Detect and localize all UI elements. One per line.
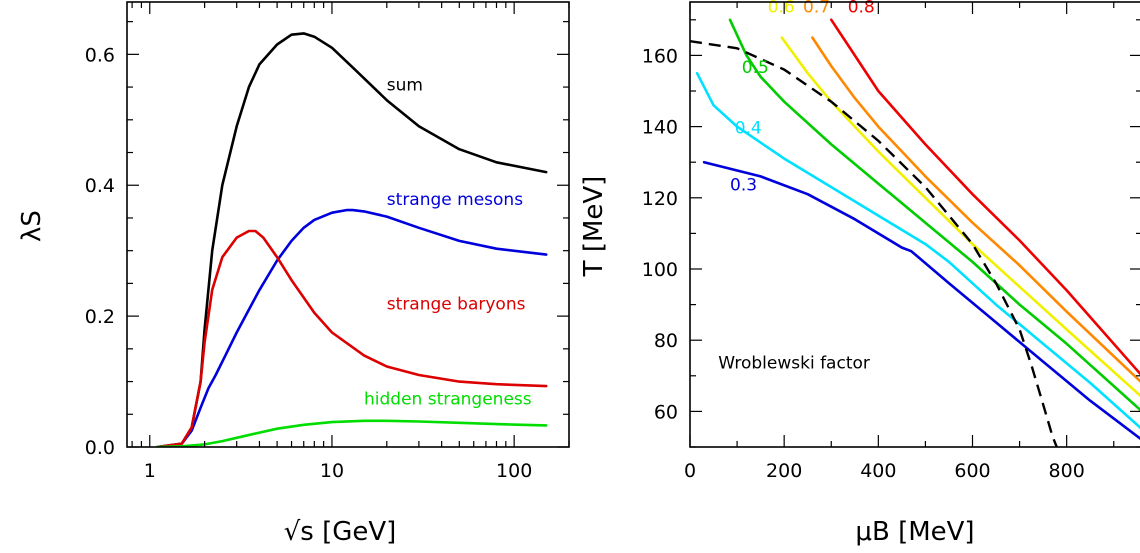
left-series-lines: [156, 32, 548, 447]
right-series-0-8: [830, 18, 1140, 376]
right-dashed-boundary-curve: [690, 40, 1059, 447]
right-plot-frame: [689, 1, 1140, 448]
right-x-tick-label: 800: [1049, 460, 1085, 482]
right-x-tick-label: 0: [684, 460, 696, 482]
right-x-tick-label: 600: [954, 460, 990, 482]
right-annotation-0-7: 0.7: [803, 0, 830, 18]
left-plot-frame: [126, 1, 570, 448]
right-x-tick-label: 400: [860, 460, 896, 482]
right-y-tick-label: 160: [642, 45, 678, 67]
right-series-0-6: [780, 36, 1140, 398]
right-y-tick-label: 100: [642, 259, 678, 281]
right-y-axis-label: T [MeV]: [579, 176, 609, 278]
right-axis-ticks: 0 200 400 600 800 60 80 100 120 140 160: [642, 2, 1140, 482]
left-annotation-strange-mesons: strange mesons: [387, 190, 523, 210]
left-x-axis-label: √s [GeV]: [284, 517, 397, 547]
right-y-tick-label: 60: [654, 401, 678, 423]
left-series-strange-baryons: [156, 229, 548, 447]
right-y-tick-label: 80: [654, 330, 678, 352]
left-chart: sum strange mesons strange baryons hidden s…: [17, 1, 570, 547]
left-series-sum: [156, 32, 548, 447]
right-x-tick-label: 200: [766, 460, 802, 482]
right-series-0-7: [811, 36, 1140, 383]
left-series-strange-mesons: [156, 208, 548, 447]
left-annotation-hidden-strangeness: hidden strangeness: [364, 390, 532, 410]
right-annotations: Wroblewski factor 0.3 0.4 0.5 0.6 0.7 0.8: [718, 0, 874, 374]
right-annotation-0-4: 0.4: [735, 119, 762, 139]
right-y-tick-label: 120: [642, 188, 678, 210]
right-series-0-5: [728, 18, 1140, 412]
left-y-tick-label: 0.0: [85, 437, 115, 459]
left-y-axis-label: λS: [17, 210, 47, 242]
left-annotations: sum strange mesons strange baryons hidden s…: [364, 75, 532, 409]
right-annotation-0-3: 0.3: [730, 176, 757, 196]
left-x-tick-label: 100: [496, 460, 532, 482]
left-axis-ticks: 1 10 100 0.0 0.2 0.4 0.6: [85, 2, 570, 482]
left-y-tick-label: 0.6: [85, 44, 115, 66]
left-series-hidden-strangeness: [156, 419, 548, 447]
right-series-0-4: [695, 71, 1140, 430]
right-annotation-0-5: 0.5: [742, 58, 769, 78]
right-y-tick-label: 140: [642, 117, 678, 139]
left-x-tick-label: 1: [144, 460, 156, 482]
right-chart: Wroblewski factor 0.3 0.4 0.5 0.6 0.7 0.8 0 200…: [579, 0, 1140, 547]
left-y-tick-label: 0.4: [85, 175, 115, 197]
left-y-tick-label: 0.2: [85, 306, 115, 328]
left-annotation-sum: sum: [387, 75, 423, 95]
right-annotation-0-8: 0.8: [848, 0, 875, 18]
left-annotation-strange-baryons: strange baryons: [387, 295, 526, 315]
right-x-axis-label: μB [MeV]: [855, 517, 974, 547]
right-series-0-3: [702, 160, 1140, 441]
right-annotation-wroblewski-factor: Wroblewski factor: [718, 354, 870, 374]
right-series-lines: [690, 18, 1140, 447]
right-annotation-0-6: 0.6: [768, 0, 795, 18]
left-x-tick-label: 10: [320, 460, 344, 482]
